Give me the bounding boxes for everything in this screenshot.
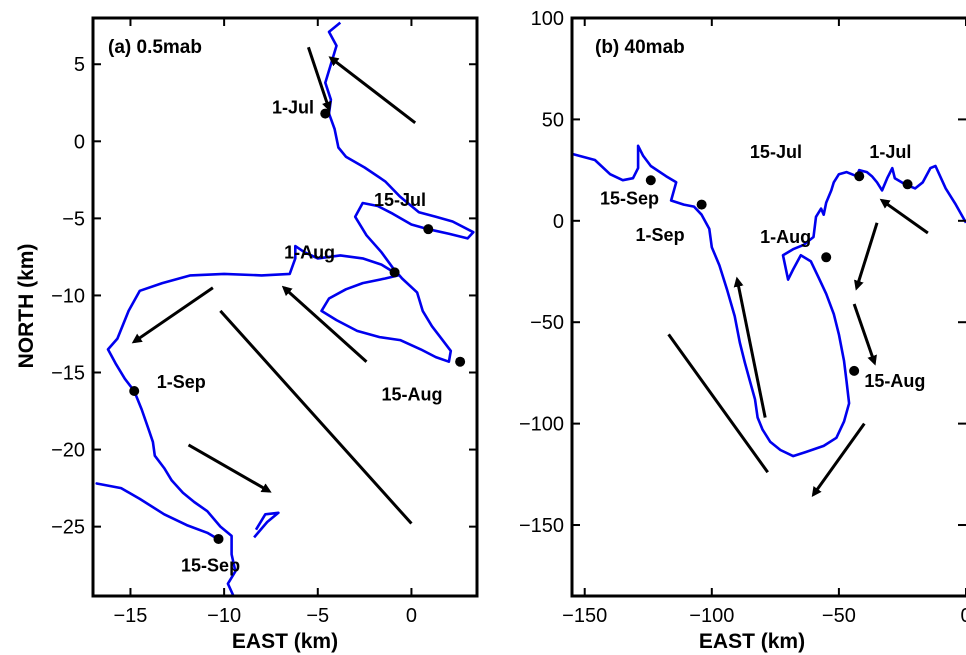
x-tick-label: 0 [960, 605, 966, 627]
date-marker [645, 175, 656, 186]
panel-b-xlabel: EAST (km) [699, 630, 805, 653]
x-tick-label: −5 [306, 605, 329, 627]
x-tick-label: −15 [113, 605, 147, 627]
trajectory-line-2 [95, 482, 222, 542]
x-tick-label: −150 [562, 605, 607, 627]
panel-b-label: (b) 40mab [595, 37, 685, 58]
y-tick-label: 100 [531, 8, 564, 30]
date-marker [389, 267, 400, 278]
y-tick-label: −50 [530, 312, 564, 334]
y-tick-label: 5 [74, 54, 85, 76]
flow-arrow [306, 46, 332, 112]
y-tick-label: −10 [51, 285, 85, 307]
mean-flow-line [219, 309, 413, 525]
panel-a-ylabel: NORTH (km) [15, 244, 38, 369]
date-label: 15-Jul [374, 190, 426, 210]
x-tick-label: −10 [207, 605, 241, 627]
y-tick-label: −25 [51, 517, 85, 539]
date-label: 1-Aug [760, 227, 811, 247]
date-label: 15-Sep [600, 189, 659, 209]
y-tick-label: 0 [74, 131, 85, 153]
y-tick-label: 0 [553, 211, 564, 233]
flow-arrow [281, 285, 368, 363]
date-marker [696, 199, 707, 210]
date-label: 1-Jul [272, 98, 314, 118]
panel-b-frame [570, 16, 966, 598]
mean-flow-line [667, 333, 769, 474]
date-label: 15-Jul [750, 142, 802, 162]
date-label: 15-Aug [864, 371, 925, 391]
date-label: 15-Aug [381, 384, 442, 404]
date-label: 15-Sep [181, 555, 240, 575]
flow-arrow [854, 222, 879, 291]
date-marker [455, 356, 466, 367]
panel-a-xlabel: EAST (km) [232, 630, 338, 653]
x-tick-label: −100 [689, 605, 734, 627]
date-marker [821, 252, 832, 263]
y-tick-label: −15 [51, 363, 85, 385]
panel-a-label: (a) 0.5mab [108, 37, 202, 58]
date-marker [854, 171, 865, 182]
panel-a-xticks: −15 −10 −5 0 [113, 18, 417, 627]
x-tick-label: −50 [822, 605, 856, 627]
flow-arrow [879, 198, 929, 235]
y-tick-label: −100 [519, 414, 564, 436]
trajectory-line [571, 144, 966, 458]
y-tick-label: −5 [62, 208, 85, 230]
date-marker [849, 365, 860, 376]
flow-arrow [328, 56, 417, 125]
panel-a-track [95, 21, 475, 597]
date-marker [320, 108, 331, 119]
date-marker [902, 179, 913, 190]
panel-a-frame [91, 16, 479, 598]
date-label: 1-Jul [869, 142, 911, 162]
flow-arrow [852, 303, 877, 366]
flow-arrow [131, 286, 214, 344]
flow-arrow [733, 276, 767, 418]
panel-a: 1-Jul 15-Jul 1-Aug 15-Aug 1-Sep 15-Sep −15 −10… [15, 16, 479, 653]
panel-b-track [571, 144, 966, 458]
date-label: 1-Aug [284, 242, 335, 262]
y-tick-label: 50 [542, 109, 564, 131]
trajectory-line-3 [253, 511, 280, 539]
flow-arrow [811, 422, 866, 498]
date-marker [129, 386, 140, 397]
date-marker [213, 533, 224, 544]
date-label: 1-Sep [636, 225, 685, 245]
y-tick-label: −20 [51, 440, 85, 462]
x-tick-label: 0 [406, 605, 417, 627]
panel-b-annotations: 15-Sep 1-Sep 15-Jul 1-Jul 1-Aug 15-Aug [600, 142, 929, 498]
date-label: 1-Sep [157, 372, 206, 392]
panel-b-xticks: −150 −100 −50 0 [562, 18, 966, 627]
panel-a-annotations: 1-Jul 15-Jul 1-Aug 15-Aug 1-Sep 15-Sep [129, 46, 466, 575]
y-tick-label: −150 [519, 515, 564, 537]
date-marker [423, 224, 434, 235]
flow-arrow [187, 443, 272, 493]
trajectory-line [106, 21, 475, 597]
panel-a-yticks: 5 0 −5 −10 −15 −20 −25 [51, 54, 477, 539]
panel-b-yticks: 100 50 0 −50 −100 −150 [519, 8, 966, 537]
